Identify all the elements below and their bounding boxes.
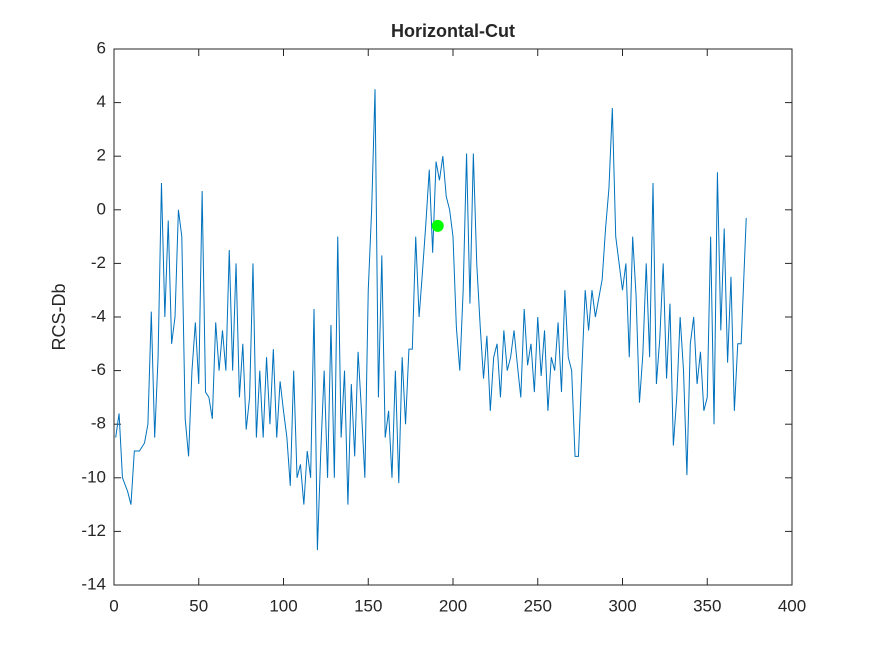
y-tick-label: -8 <box>91 414 106 433</box>
data-line <box>115 89 747 551</box>
x-tick-label: 250 <box>524 596 552 615</box>
x-tick-label: 100 <box>269 596 297 615</box>
x-tick-label: 0 <box>109 596 118 615</box>
y-tick-label: -6 <box>91 360 106 379</box>
y-tick-label: 0 <box>97 199 106 218</box>
x-tick-label: 350 <box>693 596 721 615</box>
y-tick-label: -12 <box>81 521 106 540</box>
x-tick-label: 150 <box>354 596 382 615</box>
x-tick-label: 200 <box>439 596 467 615</box>
y-tick-label: -14 <box>81 574 106 593</box>
highlight-point <box>431 219 444 232</box>
y-axis-label: RCS-Db <box>49 283 69 350</box>
y-tick-label: -10 <box>81 467 106 486</box>
y-tick-label: -4 <box>91 306 106 325</box>
x-tick-label: 50 <box>189 596 208 615</box>
x-tick-label: 400 <box>778 596 806 615</box>
y-tick-label: 4 <box>97 92 106 111</box>
y-tick-label: -2 <box>91 253 106 272</box>
chart-title: Horizontal-Cut <box>391 21 515 41</box>
x-tick-label: 300 <box>608 596 636 615</box>
y-tick-label: 6 <box>97 38 106 57</box>
plot-frame <box>113 48 793 586</box>
y-tick-label: 2 <box>97 146 106 165</box>
